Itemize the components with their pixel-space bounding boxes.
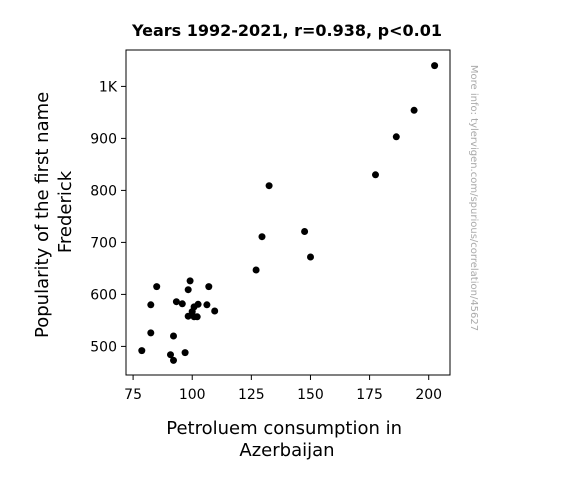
data-point-4 [153,283,161,291]
x-axis-label-line-2: Azerbaijan [239,440,334,461]
y-axis-label-line-2: Frederick [55,170,76,253]
data-point-25 [301,228,309,235]
y-axis-ticks: 500 600 700 800 900 1K [90,79,126,355]
y-tick-label: 1K [99,79,118,95]
data-point-6 [170,356,177,364]
x-tick-label: 100 [179,387,206,403]
data-point-24 [265,182,273,190]
x-axis-label: Petroluem consumption in Azerbaijan [166,418,408,461]
x-tick-label: 175 [356,387,383,403]
data-point-28 [392,133,400,141]
data-point-19 [203,301,211,309]
data-point-17 [193,313,201,321]
data-point-21 [211,307,219,315]
data-point-11 [184,286,192,294]
data-point-18 [194,300,202,308]
x-tick-label: 200 [415,387,442,403]
data-point-5 [167,351,174,359]
data-point-23 [258,233,266,241]
data-point-10 [181,349,189,357]
y-tick-label: 900 [90,131,117,147]
plot-area [126,50,450,375]
data-point-26 [307,253,314,261]
data-point-12 [184,312,192,320]
data-point-20 [205,283,213,291]
data-points [138,62,439,364]
x-axis-label-line-1: Petroluem consumption in [166,418,402,439]
data-point-7 [170,332,177,340]
x-tick-label: 150 [297,387,324,403]
x-tick-label: 125 [238,387,265,403]
data-point-30 [431,62,439,70]
y-axis-label: Popularity of the first name Frederick [32,86,76,338]
data-point-3 [147,301,155,309]
data-point-8 [172,298,180,306]
chart-title: Years 1992-2021, r=0.938, p<0.01 [131,21,442,40]
x-axis-ticks: 75 100 125 150 175 200 [124,375,442,403]
y-tick-label: 600 [90,287,117,303]
y-axis-label-line-1: Popularity of the first name [32,92,53,338]
y-tick-label: 700 [90,235,117,251]
y-tick-label: 800 [90,183,117,199]
x-tick-label: 75 [124,387,142,403]
data-point-9 [178,300,186,308]
data-point-22 [252,266,260,274]
y-tick-label: 500 [90,339,117,355]
data-point-13 [186,277,194,285]
source-watermark: More info: tylervigen.com/spurious/corre… [468,65,479,331]
data-point-27 [372,171,379,179]
data-point-29 [410,106,418,114]
data-point-2 [147,329,155,337]
plot-frame [125,49,451,376]
data-point-1 [138,347,146,355]
